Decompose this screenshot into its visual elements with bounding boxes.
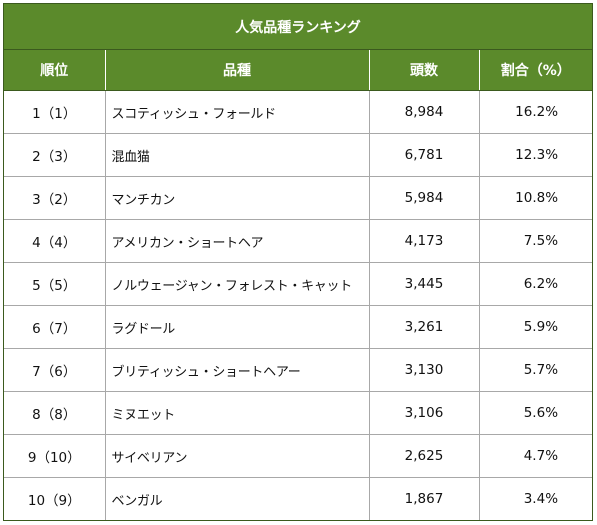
breed-cell: ミヌエット — [105, 391, 370, 435]
table-row: 5（5） ノルウェージャン・フォレスト・キャット 3,445 6.2% — [4, 262, 593, 306]
breed-cell: ノルウェージャン・フォレスト・キャット — [105, 262, 370, 306]
share-cell: 5.9% — [479, 305, 593, 349]
table-title-row: 人気品種ランキング — [4, 4, 593, 50]
breed-cell: 混血猫 — [105, 133, 370, 177]
count-cell: 8,984 — [369, 90, 480, 134]
count-cell: 4,173 — [369, 219, 480, 263]
table-row: 6（7） ラグドール 3,261 5.9% — [4, 305, 593, 349]
count-cell: 3,130 — [369, 348, 480, 392]
breed-cell: マンチカン — [105, 176, 370, 220]
header-breed: 品種 — [105, 49, 370, 91]
rank-cell: 4（4） — [4, 219, 106, 263]
count-cell: 3,261 — [369, 305, 480, 349]
share-cell: 5.6% — [479, 391, 593, 435]
table-row: 8（8） ミヌエット 3,106 5.6% — [4, 391, 593, 435]
share-cell: 4.7% — [479, 434, 593, 478]
breed-cell: ブリティッシュ・ショートヘアー — [105, 348, 370, 392]
breed-cell: ラグドール — [105, 305, 370, 349]
share-cell: 7.5% — [479, 219, 593, 263]
breed-cell: サイベリアン — [105, 434, 370, 478]
table-row: 1（1） スコティッシュ・フォールド 8,984 16.2% — [4, 90, 593, 134]
rank-cell: 3（2） — [4, 176, 106, 220]
share-cell: 12.3% — [479, 133, 593, 177]
table-row: 2（3） 混血猫 6,781 12.3% — [4, 133, 593, 177]
table-title: 人気品種ランキング — [4, 4, 593, 50]
share-cell: 16.2% — [479, 90, 593, 134]
breed-cell: ベンガル — [105, 477, 370, 520]
share-cell: 3.4% — [523, 491, 559, 507]
rank-cell: 2（3） — [4, 133, 106, 177]
count-cell: 5,984 — [369, 176, 480, 220]
count-cell: 1,867 — [369, 477, 480, 520]
count-cell: 3,106 — [369, 391, 480, 435]
rank-cell: 7（6） — [4, 348, 106, 392]
count-cell: 3,445 — [369, 262, 480, 306]
share-cell: 10.8% — [479, 176, 593, 220]
header-count: 頭数 — [369, 49, 480, 91]
table-row: 3（2） マンチカン 5,984 10.8% — [4, 176, 593, 220]
rank-cell: 8（8） — [4, 391, 106, 435]
rank-cell: 10（9） — [4, 477, 106, 520]
rank-cell: 6（7） — [4, 305, 106, 349]
rank-cell: 5（5） — [4, 262, 106, 306]
table-row: 10（9） ベンガル 1,867 3.4% — [4, 477, 592, 520]
table-row: 9（10） サイベリアン 2,625 4.7% — [4, 434, 593, 478]
breed-cell: アメリカン・ショートヘア — [105, 219, 370, 263]
rank-cell: 1（1） — [4, 90, 106, 134]
ranking-table-container: 人気品種ランキング 順位 品種 頭数 割合（%） 1（1） スコティッシュ・フォ… — [3, 3, 593, 521]
share-cell: 5.7% — [479, 348, 593, 392]
table-row: 4（4） アメリカン・ショートヘア 4,173 7.5% — [4, 219, 593, 263]
share-cell: 6.2% — [479, 262, 593, 306]
table-row: 7（6） ブリティッシュ・ショートヘアー 3,130 5.7% — [4, 348, 593, 392]
count-cell: 2,625 — [369, 434, 480, 478]
table-header-row: 順位 品種 頭数 割合（%） — [4, 49, 593, 91]
count-cell: 6,781 — [369, 133, 480, 177]
breed-cell: スコティッシュ・フォールド — [105, 90, 370, 134]
header-share: 割合（%） — [479, 49, 593, 91]
rank-cell: 9（10） — [4, 434, 106, 478]
header-rank: 順位 — [4, 49, 106, 91]
breed-ranking-table: 人気品種ランキング 順位 品種 頭数 割合（%） 1（1） スコティッシュ・フォ… — [4, 4, 593, 520]
